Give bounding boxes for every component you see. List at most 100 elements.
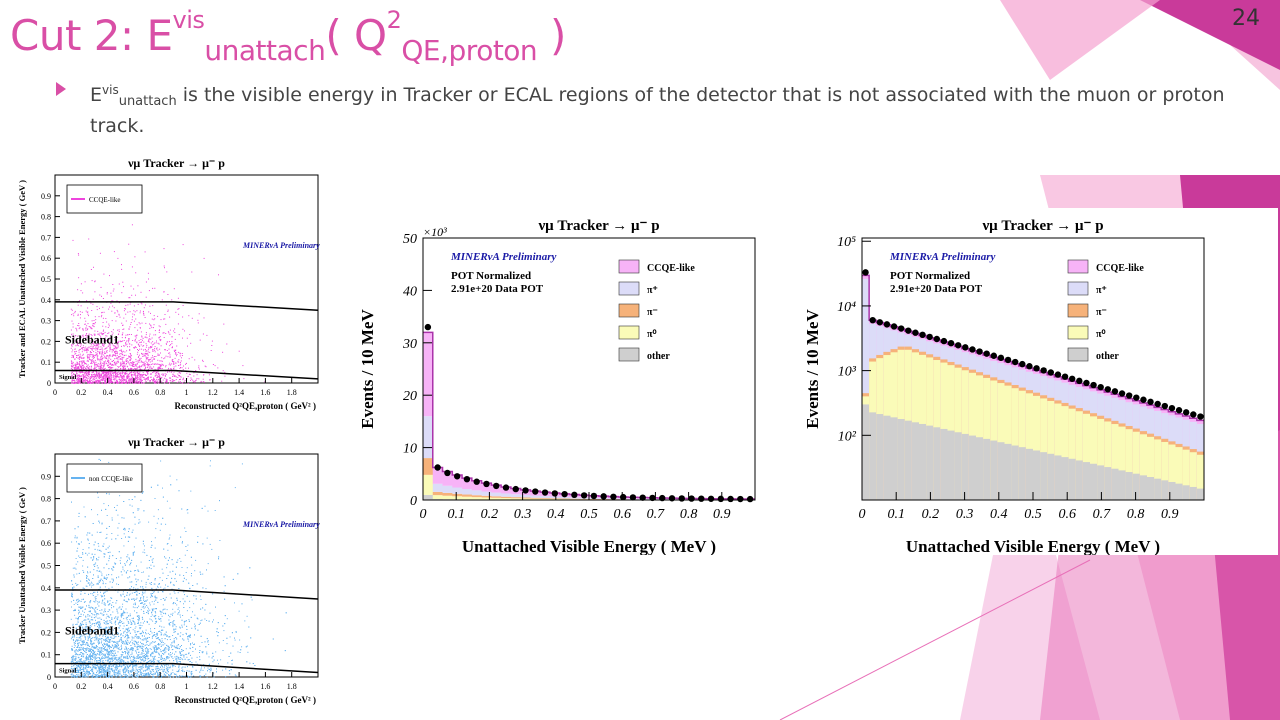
scatter-point [98,628,100,630]
scatter-point [169,356,171,358]
scatter-point [164,375,166,376]
scatter-point [165,378,167,380]
scatter-point [136,363,138,365]
scatter-point [132,382,134,384]
scatter-point [135,371,137,373]
scatter-point [160,377,162,379]
scatter-point [182,541,183,543]
scatter-point [142,377,144,379]
scatter-point [126,350,128,352]
scatter-point [144,363,146,365]
scatter-point [111,381,113,383]
scatter-point [202,359,203,361]
plot-title: νμ Tracker → μ⁻ p [127,156,225,170]
scatter-point [97,358,99,360]
scatter-point [136,591,138,593]
scatter-point [134,370,136,372]
scatter-point [89,633,91,635]
scatter-point [120,349,122,351]
scatter-point [154,358,156,360]
scatter-point [78,358,80,360]
scatter-point [107,333,109,334]
scatter-point [88,334,90,336]
scatter-point [83,379,85,381]
scatter-point [103,273,105,275]
scatter-point [110,371,112,373]
scatter-point [204,667,205,669]
scatter-point [160,339,162,341]
scatter-point [179,367,181,369]
scatter-point [102,366,104,368]
scatter-point [148,360,150,362]
scatter-point [99,352,100,354]
scatter-point [116,348,118,350]
scatter-point [127,640,129,641]
scatter-point [146,353,148,355]
scatter-point [217,367,219,369]
scatter-point [80,290,82,292]
scatter-point [146,364,148,366]
scatter-point [116,342,118,344]
scatter-point [92,346,94,348]
scatter-point [95,619,96,621]
scatter-point [107,372,109,374]
scatter-point [157,366,159,368]
scatter-point [99,367,101,369]
scatter-point [80,624,82,626]
scatter-point [141,336,143,338]
scatter-point [103,364,105,366]
scatter-point [77,345,79,347]
scatter-point [121,264,122,266]
scatter-point [99,307,100,309]
scatter-point [202,360,204,362]
scatter-point [82,374,84,375]
scatter-point [127,373,129,375]
scatter-point [147,661,149,663]
scatter-point [132,365,133,367]
scatter-point [175,349,177,351]
scatter-point [131,505,133,507]
scatter-point [117,616,119,618]
scatter-point [86,380,88,382]
scatter-point [145,658,147,660]
scatter-point [117,329,119,331]
scatter-point [87,539,89,541]
scatter-point [93,355,95,357]
scatter-point [119,380,121,382]
scatter-point [157,376,159,378]
scatter-point [73,671,75,673]
scatter-point [182,650,184,652]
scatter-point [100,361,102,363]
scatter-point [83,350,85,352]
scatter-point [234,639,236,641]
scatter-point [144,675,146,677]
scatter-point [91,356,93,358]
scatter-point [91,632,93,634]
scatter-point [129,326,131,328]
scatter-point [143,310,144,312]
scatter-point [87,360,89,362]
scatter-point [116,316,118,317]
scatter-point [103,377,105,379]
scatter-point [101,653,103,655]
scatter-point [77,304,79,306]
scatter-point [87,638,89,640]
scatter-point [138,519,140,521]
scatter-point [110,358,112,360]
scatter-point [122,568,124,570]
region-label-signal: Signal [59,374,77,381]
scatter-point [134,340,136,342]
scatter-point [86,365,87,367]
scatter-point [147,353,149,355]
scatter-point [178,607,180,609]
scatter-point [148,376,150,378]
scatter-point [139,365,140,367]
scatter-point [87,356,89,358]
scatter-point [152,287,154,289]
scatter-point [194,570,196,572]
scatter-point [158,381,160,383]
scatter-point [203,374,204,376]
scatter-point [146,344,148,346]
scatter-point [161,368,163,369]
scatter-point [145,346,147,348]
